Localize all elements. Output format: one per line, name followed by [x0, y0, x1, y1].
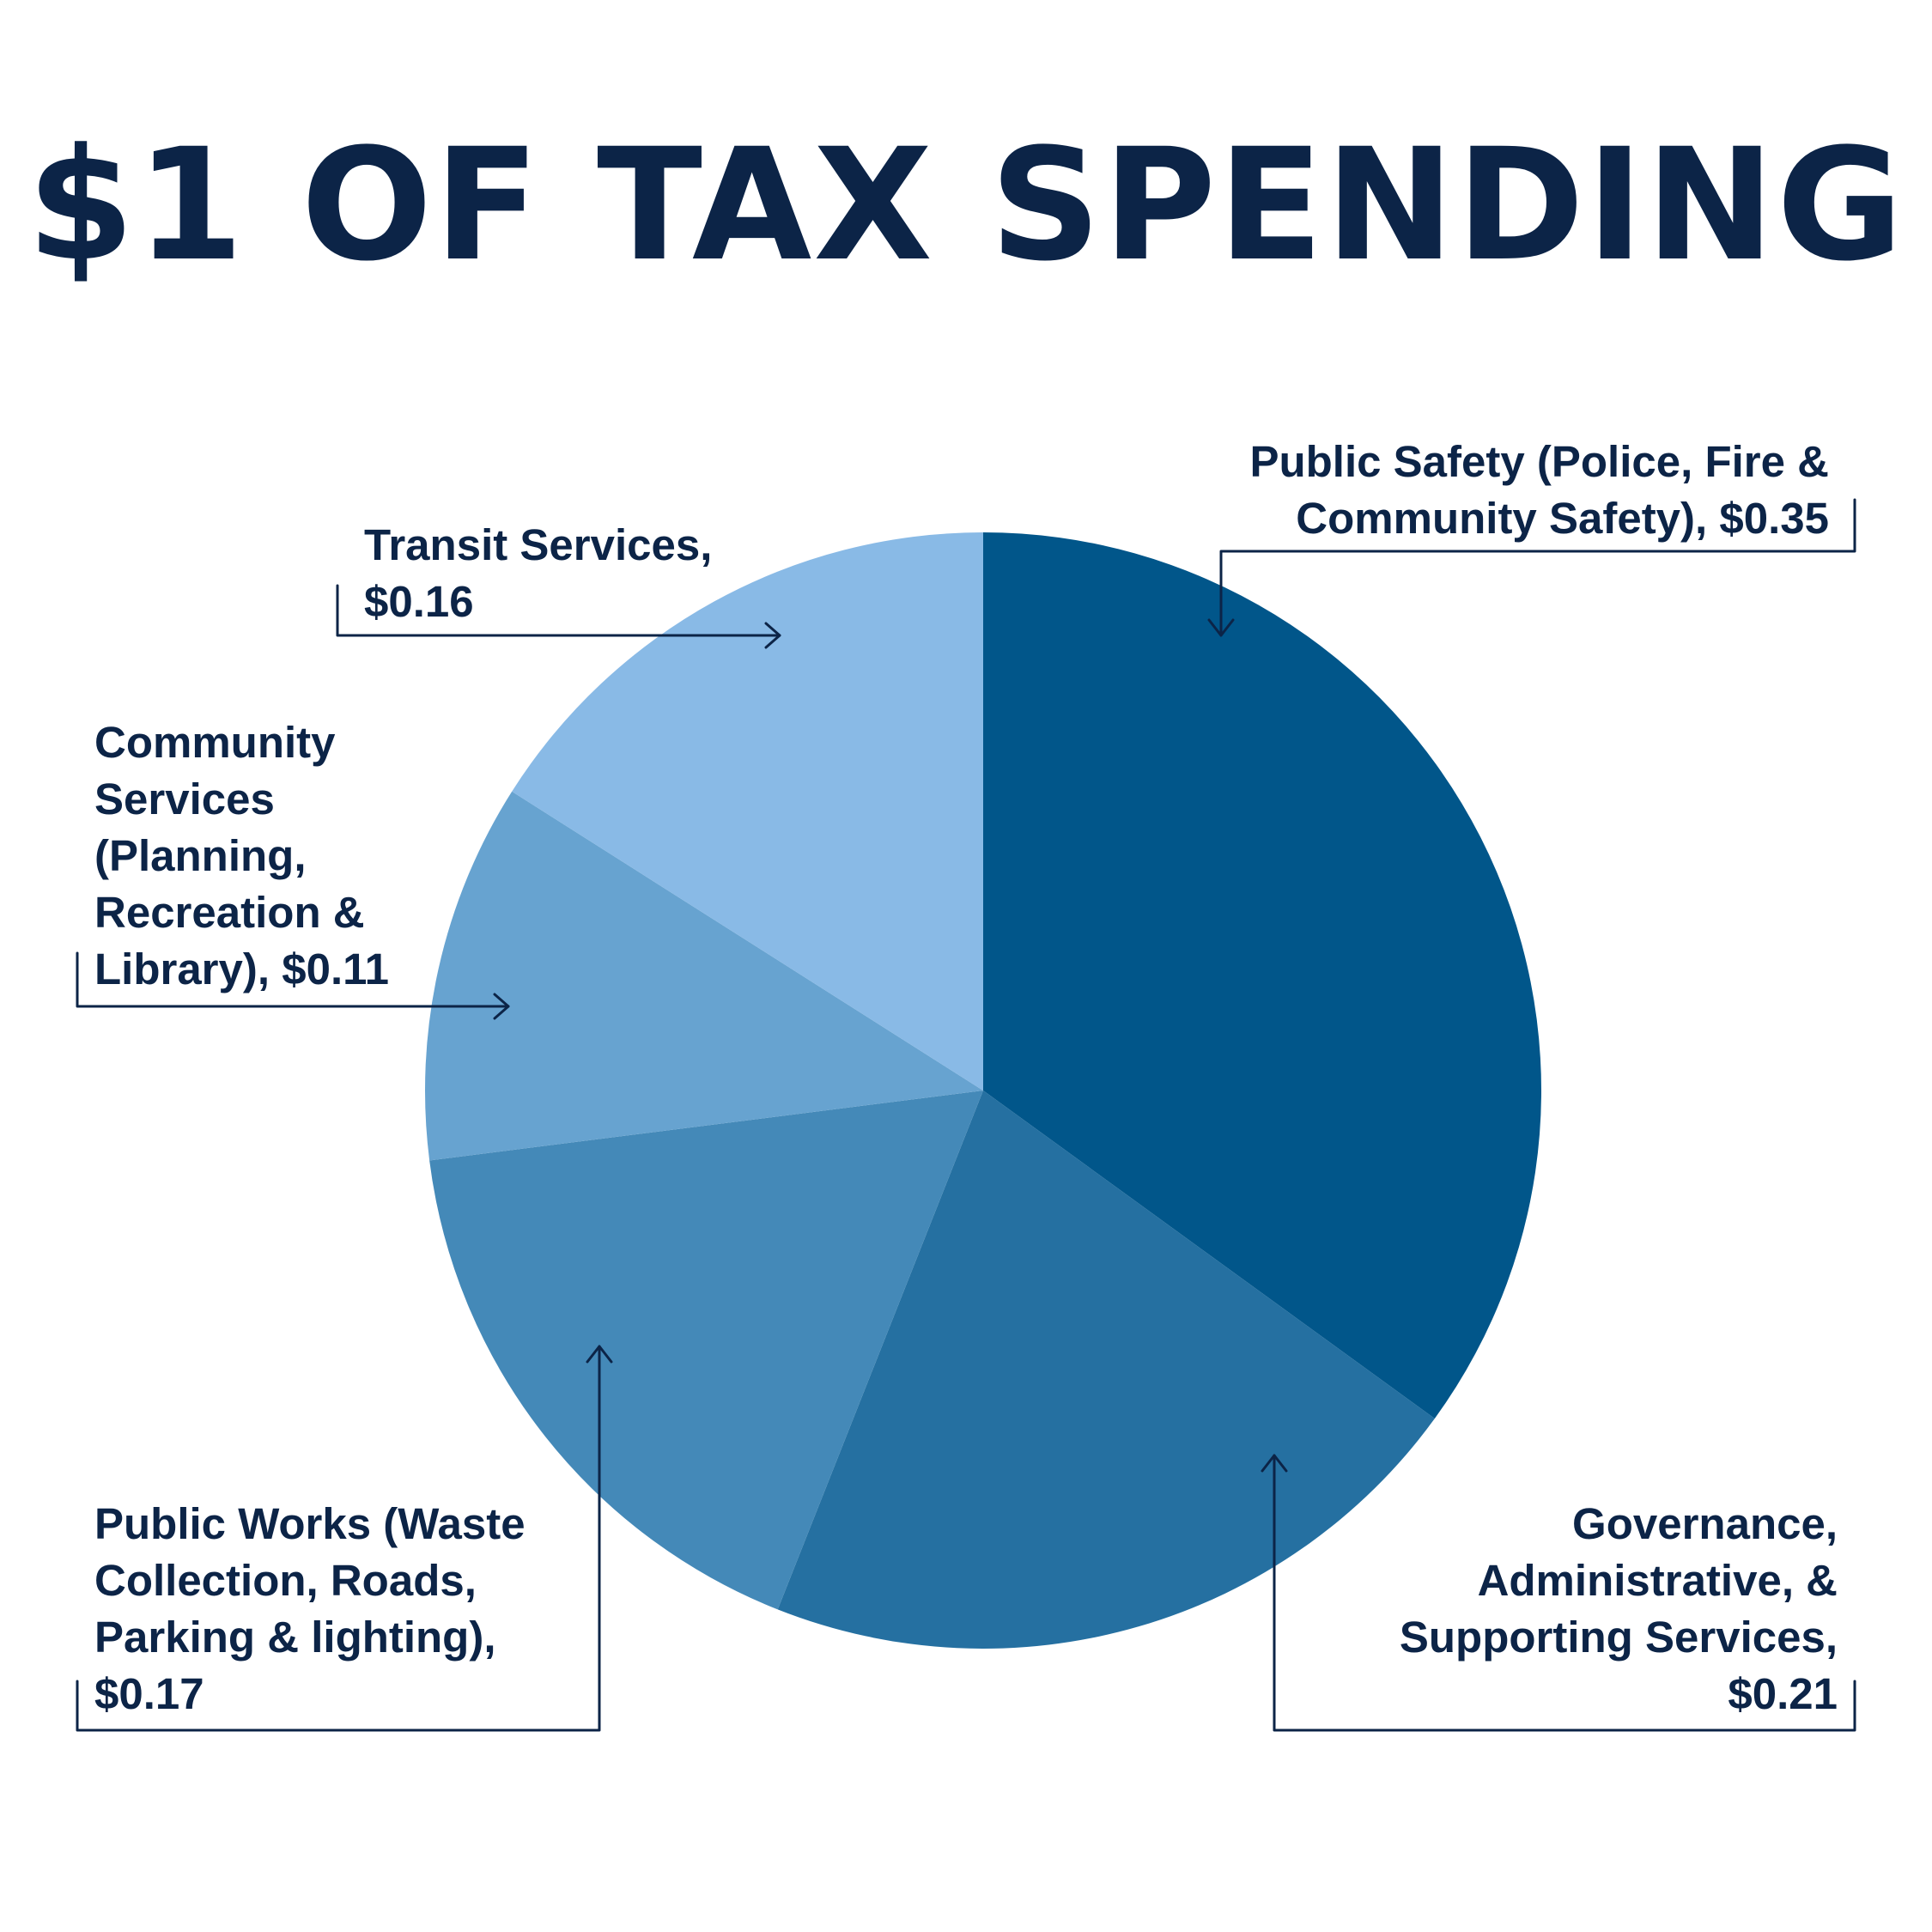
label-line: Governance,	[1572, 1499, 1838, 1548]
leader-line-governance	[1273, 1454, 1856, 1732]
arrowhead-transit	[764, 622, 781, 649]
chart-title: $1 OF TAX SPENDING	[27, 116, 1905, 295]
label-line: Public Works (Waste	[94, 1499, 526, 1548]
label-line: Administrative, &	[1477, 1556, 1838, 1605]
leader-line-public-works	[76, 1345, 601, 1732]
arrowhead-community	[493, 993, 510, 1020]
label-line: $0.16	[364, 577, 474, 626]
label-line: Supporting Services,	[1399, 1613, 1838, 1662]
label-line: Library), $0.11	[94, 945, 390, 993]
label-line: Collection, Roads,	[94, 1556, 477, 1605]
label-line: Community	[94, 718, 336, 767]
label-line: Services	[94, 775, 275, 823]
arrowhead-public-safety	[1207, 618, 1235, 637]
leader-line-community	[76, 951, 510, 1008]
label-line: Recreation &	[94, 888, 365, 937]
label-line: Public Safety (Police, Fire &	[1249, 437, 1829, 486]
leader-line-public-safety	[1219, 498, 1856, 637]
leader-line-transit	[336, 584, 781, 637]
label-line: (Planning,	[94, 831, 307, 880]
leader-lines	[76, 498, 1856, 1732]
arrowhead-public-works	[586, 1345, 613, 1364]
pie-slice-governance	[777, 1091, 1435, 1649]
pie-slice-public-works	[429, 1091, 983, 1610]
label-governance: Governance, Administrative, & Supporting…	[1400, 1496, 1838, 1722]
label-line: Parking & lighting),	[94, 1613, 496, 1662]
label-community: Community Services (Planning, Recreation…	[94, 714, 389, 998]
label-line: Community Safety), $0.35	[1296, 494, 1829, 543]
pie-slice-transit	[512, 532, 983, 1091]
label-line: $0.17	[94, 1669, 204, 1718]
label-public-works: Public Works (Waste Collection, Roads, P…	[94, 1496, 526, 1722]
arrowhead-governance	[1261, 1454, 1288, 1473]
label-line: Transit Services,	[364, 520, 713, 569]
label-transit: Transit Services, $0.16	[364, 517, 712, 630]
pie-slice-public-safety	[983, 532, 1541, 1419]
label-public-safety: Public Safety (Police, Fire & Community …	[1249, 434, 1829, 547]
pie-slice-community	[425, 791, 983, 1161]
pie-slices	[425, 532, 1541, 1649]
label-line: $0.21	[1728, 1669, 1838, 1718]
